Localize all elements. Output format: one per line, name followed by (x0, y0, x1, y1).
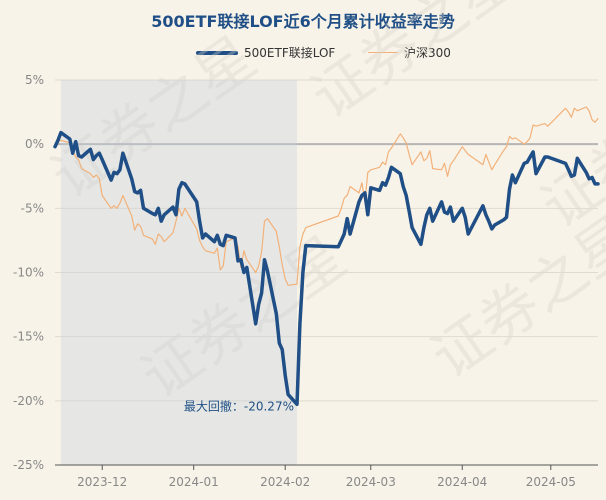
drawdown-area (60, 80, 297, 465)
y-tick-label: 0% (25, 137, 44, 151)
x-tick-label: 2024-01 (169, 475, 219, 489)
series-line-hs300 (54, 106, 599, 286)
legend-swatch-hs300 (368, 52, 398, 53)
x-tick-label: 2024-04 (437, 475, 487, 489)
x-tick-label: 2024-02 (260, 475, 310, 489)
legend-label-hs300: 沪深300 (404, 46, 451, 60)
y-tick-label: -15% (13, 330, 44, 344)
y-tick-label: 5% (25, 73, 44, 87)
series-lines (53, 106, 600, 407)
watermark-text: 证券之星 (529, 53, 606, 242)
x-tick-label: 2024-03 (346, 475, 396, 489)
y-tick-label: -20% (13, 394, 44, 408)
y-tick-label: -5% (21, 201, 44, 215)
x-axis: 2023-12 2024-01 2024-02 2024-03 2024-04 2024-… (55, 464, 598, 489)
drawdown-label: 最大回撤：-20.27% (184, 398, 294, 413)
annotations: 最大回撤：-20.27% (184, 398, 294, 413)
legend-item-hs300[interactable]: 沪深300 (368, 44, 451, 61)
legend-swatch-500etf (196, 50, 238, 55)
legend-item-500etf[interactable]: 500ETF联接LOF (196, 44, 335, 61)
y-axis: 5% 0% -5% -10% -15% -20% -25% (13, 73, 44, 472)
y-tick-label: -10% (13, 266, 44, 280)
x-tick-label: 2024-05 (526, 475, 576, 489)
drawdown-shade (60, 80, 297, 465)
watermark-text: 证券之星 (299, 0, 528, 131)
series-line-500etf (53, 130, 600, 407)
legend-label-500etf: 500ETF联接LOF (244, 46, 336, 60)
x-tick-label: 2023-12 (77, 475, 127, 489)
y-tick-label: -25% (13, 458, 44, 472)
chart-title: 500ETF联接LOF近6个月累计收益率走势 (151, 12, 455, 31)
